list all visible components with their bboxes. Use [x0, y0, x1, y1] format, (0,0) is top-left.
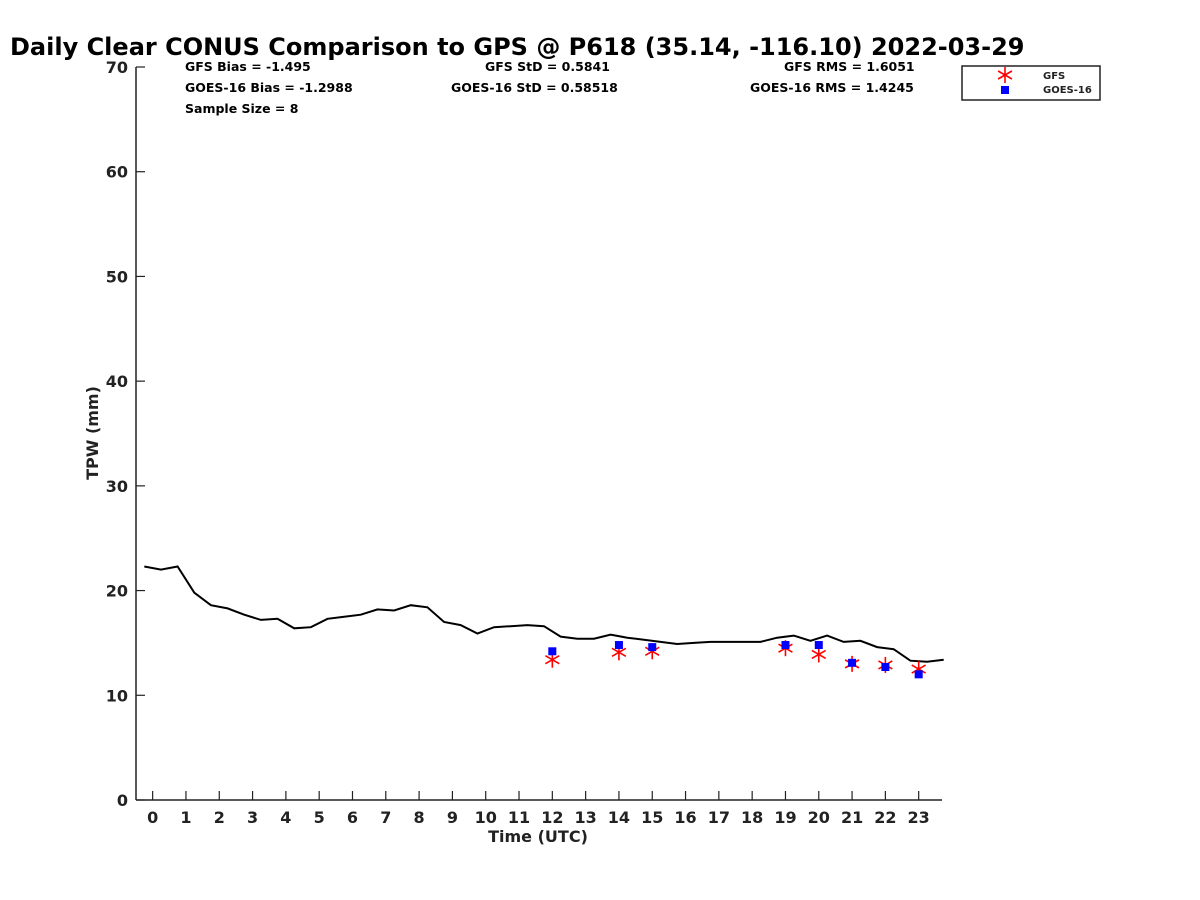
gfs-point: [811, 646, 827, 663]
x-tick-label: 23: [908, 808, 930, 827]
x-tick-label: 6: [347, 808, 358, 827]
x-tick-label: 22: [874, 808, 896, 827]
x-tick-label: 11: [508, 808, 530, 827]
x-tick-label: 7: [380, 808, 391, 827]
y-tick-label: 20: [106, 582, 128, 601]
y-tick-label: 70: [106, 58, 128, 77]
x-tick-label: 20: [808, 808, 830, 827]
goes16-point: [881, 663, 890, 672]
x-tick-label: 15: [641, 808, 663, 827]
sample-size-stat: Sample Size = 8: [185, 101, 298, 116]
gfs-rms-stat: GFS RMS = 1.6051: [784, 59, 915, 74]
goes16-point: [548, 647, 557, 656]
x-tick-label: 1: [180, 808, 191, 827]
y-tick-label: 30: [106, 477, 128, 496]
x-tick-label: 17: [708, 808, 730, 827]
x-axis-ticks: 0 1 2 3 4 5 6 7 8 9 10 11 12 13 14 15 16 17 18 19 20 21 22 23: [147, 791, 930, 827]
goes16-point: [648, 643, 657, 652]
x-tick-label: 4: [280, 808, 291, 827]
gfs-std-stat: GFS StD = 0.5841: [485, 59, 610, 74]
x-tick-label: 9: [447, 808, 458, 827]
x-tick-label: 8: [414, 808, 425, 827]
x-tick-label: 18: [741, 808, 763, 827]
gfs-bias-stat: GFS Bias = -1.495: [185, 59, 311, 74]
x-tick-label: 10: [475, 808, 497, 827]
goes-rms-stat: GOES-16 RMS = 1.4245: [750, 80, 914, 95]
y-tick-label: 50: [106, 267, 128, 286]
x-tick-label: 5: [314, 808, 325, 827]
x-axis-label: Time (UTC): [488, 827, 588, 846]
x-tick-label: 0: [147, 808, 158, 827]
legend-gfs-asterisk: [997, 67, 1013, 83]
x-tick-label: 3: [247, 808, 258, 827]
x-tick-label: 2: [214, 808, 225, 827]
y-axis-label: TPW (mm): [83, 386, 102, 480]
y-tick-label: 0: [117, 791, 128, 810]
goes16-point: [848, 658, 857, 667]
chart-title: Daily Clear CONUS Comparison to GPS @ P6…: [10, 33, 1024, 61]
legend-gfs-label: GFS: [1043, 71, 1065, 82]
legend-goes-marker: [1001, 86, 1009, 94]
x-tick-label: 12: [541, 808, 563, 827]
legend: GFS GOES-16: [961, 65, 1101, 101]
x-tick-label: 19: [774, 808, 796, 827]
y-tick-label: 10: [106, 686, 128, 705]
goes16-point: [914, 670, 923, 679]
legend-gfs-marker: [997, 67, 1013, 83]
legend-goes-label: GOES-16: [1043, 85, 1092, 96]
x-tick-label: 13: [574, 808, 596, 827]
y-tick-label: 40: [106, 372, 128, 391]
goes16-point: [614, 641, 623, 650]
x-tick-label: 14: [608, 808, 630, 827]
gps-tpw-line: [144, 565, 944, 663]
x-tick-label: 16: [674, 808, 696, 827]
y-tick-label: 60: [106, 163, 128, 182]
x-tick-label: 21: [841, 808, 863, 827]
y-axis-ticks: 0 10 20 30 40 50 60 70: [106, 58, 145, 810]
legend-box: [961, 65, 1101, 101]
plot-series: [144, 565, 944, 679]
goes-std-stat: GOES-16 StD = 0.58518: [451, 80, 618, 95]
goes16-point: [814, 641, 823, 650]
goes16-point: [781, 641, 790, 650]
goes-bias-stat: GOES-16 Bias = -1.2988: [185, 80, 353, 95]
